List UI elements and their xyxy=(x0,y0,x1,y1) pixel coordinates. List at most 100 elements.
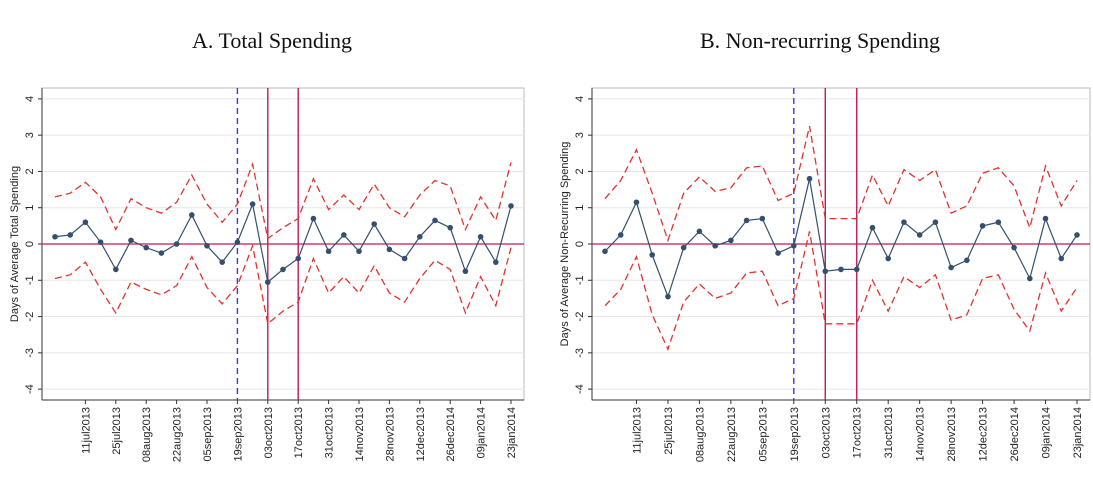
y-tick-label: 3 xyxy=(24,132,36,138)
x-tick-label: 03oct2013 xyxy=(263,407,275,458)
y-tick-label: 2 xyxy=(574,168,586,174)
y-tick-label: 4 xyxy=(574,96,586,102)
estimate-point xyxy=(401,255,408,262)
x-tick-label: 31oct2013 xyxy=(324,407,336,458)
estimate-point xyxy=(477,233,484,240)
ci-line xyxy=(604,125,1078,243)
estimate-point xyxy=(806,175,813,182)
ci-line xyxy=(54,161,512,240)
x-tick-label: 19sep2013 xyxy=(232,407,244,461)
x-tick-label: 12dec2013 xyxy=(415,407,427,461)
estimate-point xyxy=(97,239,104,245)
x-tick-label: 05sep2013 xyxy=(202,407,214,461)
estimate-point xyxy=(680,244,687,251)
x-tick-label: 25jul2013 xyxy=(663,407,675,455)
x-tick-label: 28nov2013 xyxy=(946,407,958,461)
y-tick-label: -3 xyxy=(574,348,586,358)
x-tick-label: 08aug2013 xyxy=(141,407,153,462)
x-tick-label: 22aug2013 xyxy=(172,407,184,462)
x-tick-label: 26dec2014 xyxy=(1009,407,1021,461)
x-tick-label: 05sep2013 xyxy=(757,407,769,461)
estimate-point xyxy=(1042,215,1049,222)
x-tick-label: 03oct2013 xyxy=(820,407,832,458)
estimate-point xyxy=(325,248,332,255)
estimate-point xyxy=(901,219,907,226)
estimate-point xyxy=(964,257,970,264)
estimate-point xyxy=(617,232,624,238)
panel-title: B. Non-recurring Spending xyxy=(700,28,940,53)
estimate-point xyxy=(295,255,302,262)
x-tick-label: 22aug2013 xyxy=(726,407,738,462)
estimate-point xyxy=(979,223,986,229)
estimate-point xyxy=(280,266,286,273)
estimate-point xyxy=(791,243,797,249)
y-tick-label: 4 xyxy=(24,96,36,102)
estimate-point xyxy=(885,255,891,262)
y-tick-label: -3 xyxy=(24,348,36,358)
ci-line xyxy=(54,243,512,326)
x-tick-label: 26dec2014 xyxy=(445,407,457,461)
x-tick-label: 14nov2013 xyxy=(354,407,366,461)
estimate-point xyxy=(948,264,954,271)
estimate-point xyxy=(447,224,454,231)
estimate-point xyxy=(665,293,671,300)
y-tick-label: 2 xyxy=(24,168,36,174)
estimate-point xyxy=(189,212,195,218)
estimate-point xyxy=(341,232,347,238)
estimate-point xyxy=(995,219,1002,226)
estimate-point xyxy=(310,215,317,222)
estimate-point xyxy=(743,217,750,224)
estimate-point xyxy=(649,252,655,258)
x-tick-label: 09jan2014 xyxy=(476,407,488,458)
y-tick-label: -4 xyxy=(24,384,36,394)
estimate-point xyxy=(356,248,362,255)
estimate-point xyxy=(204,243,210,249)
estimate-point xyxy=(602,248,608,255)
estimate-point xyxy=(932,219,939,226)
estimate-point xyxy=(759,215,766,222)
x-tick-label: 11jul2013 xyxy=(80,407,92,454)
y-tick-label: 0 xyxy=(24,241,36,247)
x-tick-label: 23jan2014 xyxy=(506,407,518,458)
x-tick-label: 14nov2013 xyxy=(915,407,927,461)
x-tick-label: 31oct2013 xyxy=(883,407,895,458)
estimate-point xyxy=(386,246,393,253)
y-tick-label: 0 xyxy=(574,241,586,247)
estimate-point xyxy=(158,250,165,256)
estimate-point xyxy=(219,259,225,265)
estimate-point xyxy=(1074,232,1080,238)
y-tick-label: -1 xyxy=(24,275,36,285)
x-tick-label: 09jan2014 xyxy=(1041,407,1053,458)
estimate-point xyxy=(696,228,703,235)
estimate-point xyxy=(775,250,781,256)
y-tick-label: 1 xyxy=(574,205,586,211)
panel-title: A. Total Spending xyxy=(192,28,352,53)
x-tick-label: 12dec2013 xyxy=(978,407,990,461)
ci-line xyxy=(604,231,1078,351)
estimate-point xyxy=(371,221,378,227)
estimate-point xyxy=(249,201,256,207)
x-tick-label: 19sep2013 xyxy=(789,407,801,461)
estimate-point xyxy=(853,266,860,273)
estimate-point xyxy=(869,224,876,231)
estimate-point xyxy=(1027,275,1033,282)
estimate-point xyxy=(508,203,514,209)
x-tick-label: 11jul2013 xyxy=(631,407,643,454)
estimate-point xyxy=(82,219,89,226)
estimate-point xyxy=(52,233,58,240)
x-tick-label: 17oct2013 xyxy=(852,407,864,458)
estimate-point xyxy=(173,241,180,247)
estimate-point xyxy=(1011,244,1017,251)
estimate-point xyxy=(728,237,734,244)
estimate-point xyxy=(838,266,844,273)
x-tick-label: 25jul2013 xyxy=(111,407,123,455)
y-axis-label: Days of Average Non-Recurring Spending xyxy=(559,142,571,347)
estimate-point xyxy=(265,279,271,285)
estimate-point xyxy=(462,268,469,275)
estimate-point xyxy=(234,239,241,245)
estimate-line xyxy=(604,178,1078,299)
estimate-point xyxy=(128,237,134,244)
estimate-point xyxy=(432,217,438,224)
